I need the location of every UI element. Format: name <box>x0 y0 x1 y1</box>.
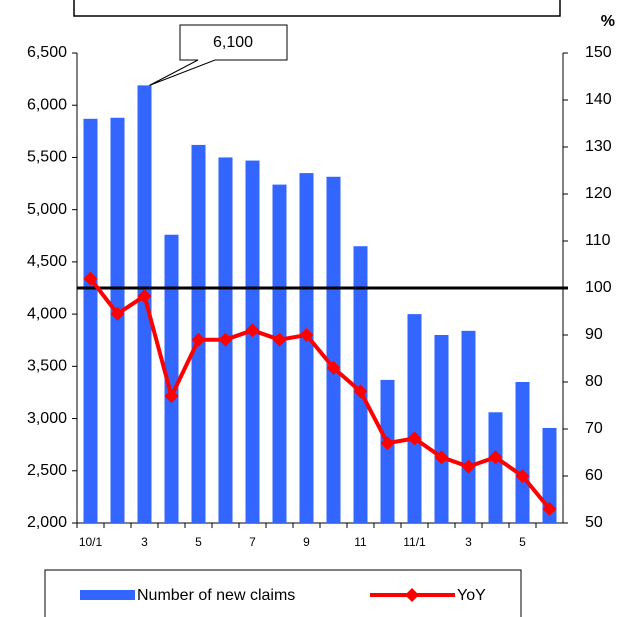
y2-axis-label: % <box>601 13 615 30</box>
y2-tick-label: 120 <box>585 185 612 202</box>
y2-tick-label: 100 <box>585 279 612 296</box>
yoy-marker <box>164 389 179 404</box>
yoy-marker <box>326 360 341 375</box>
yoy-marker <box>83 271 98 286</box>
yoy-marker <box>245 323 260 338</box>
y-tick-label: 3,000 <box>27 410 67 427</box>
legend-label: Number of new claims <box>137 587 295 604</box>
legend-swatch <box>80 590 135 600</box>
yoy-marker <box>380 436 395 451</box>
annotation: 6,100 <box>213 34 253 51</box>
yoy-marker <box>461 459 476 474</box>
y2-tick-label: 140 <box>585 91 612 108</box>
x-tick-label: 5 <box>519 535 526 549</box>
y-tick-label: 5,000 <box>27 201 67 218</box>
legend-marker <box>405 588 419 602</box>
yoy-marker <box>272 332 287 347</box>
y2-tick-label: 60 <box>585 467 603 484</box>
y-tick-label: 4,000 <box>27 305 67 322</box>
x-tick-label: 9 <box>303 535 310 549</box>
bar <box>434 335 449 523</box>
annotation-callout <box>149 24 288 86</box>
y-tick-label: 2,500 <box>27 462 67 479</box>
yoy-marker <box>488 450 503 465</box>
yoy-marker <box>434 450 449 465</box>
bar <box>137 85 152 523</box>
title-box <box>73 0 561 17</box>
y2-tick-label: 150 <box>585 44 612 61</box>
bar <box>407 314 422 523</box>
x-tick-label: 7 <box>249 535 256 549</box>
bar <box>488 412 503 523</box>
bar <box>326 176 341 523</box>
yoy-marker <box>137 288 152 303</box>
x-tick-label: 3 <box>141 535 148 549</box>
yoy-marker <box>353 384 368 399</box>
bar <box>380 379 395 523</box>
bar <box>542 427 557 523</box>
yoy-marker <box>542 501 557 516</box>
yoy-marker <box>218 332 233 347</box>
x-tick-label: 5 <box>195 535 202 549</box>
bar <box>164 234 179 523</box>
y2-tick-label: 80 <box>585 373 603 390</box>
legend-label: YoY <box>457 587 486 604</box>
yoy-line <box>88 277 552 511</box>
y-tick-label: 3,500 <box>27 358 67 375</box>
yoy-marker <box>407 431 422 446</box>
bar <box>83 118 98 524</box>
bar <box>272 184 287 523</box>
y-tick-label: 2,000 <box>27 514 67 531</box>
x-tick-label: 11/1 <box>403 535 426 549</box>
y2-tick-label: 70 <box>585 420 603 437</box>
yoy-marker <box>299 328 314 342</box>
y2-tick-label: 90 <box>585 326 603 343</box>
x-tick-label: 11 <box>354 535 367 549</box>
bar <box>245 160 260 524</box>
y-tick-label: 6,500 <box>27 44 67 61</box>
yoy-marker <box>191 332 206 347</box>
x-tick-label: 3 <box>465 535 472 549</box>
y2-tick-label: 50 <box>585 514 603 531</box>
yoy-marker <box>515 469 530 483</box>
y2-tick-label: 110 <box>585 232 611 249</box>
bar <box>515 382 530 523</box>
bar <box>461 330 476 523</box>
y2-tick-label: 130 <box>585 138 612 155</box>
bar <box>299 173 314 523</box>
y-tick-label: 6,000 <box>27 96 67 113</box>
yoy-marker <box>110 306 125 321</box>
x-tick-label: 10/1 <box>79 535 103 549</box>
y-tick-label: 5,500 <box>27 149 67 166</box>
y-tick-label: 4,500 <box>27 253 67 270</box>
